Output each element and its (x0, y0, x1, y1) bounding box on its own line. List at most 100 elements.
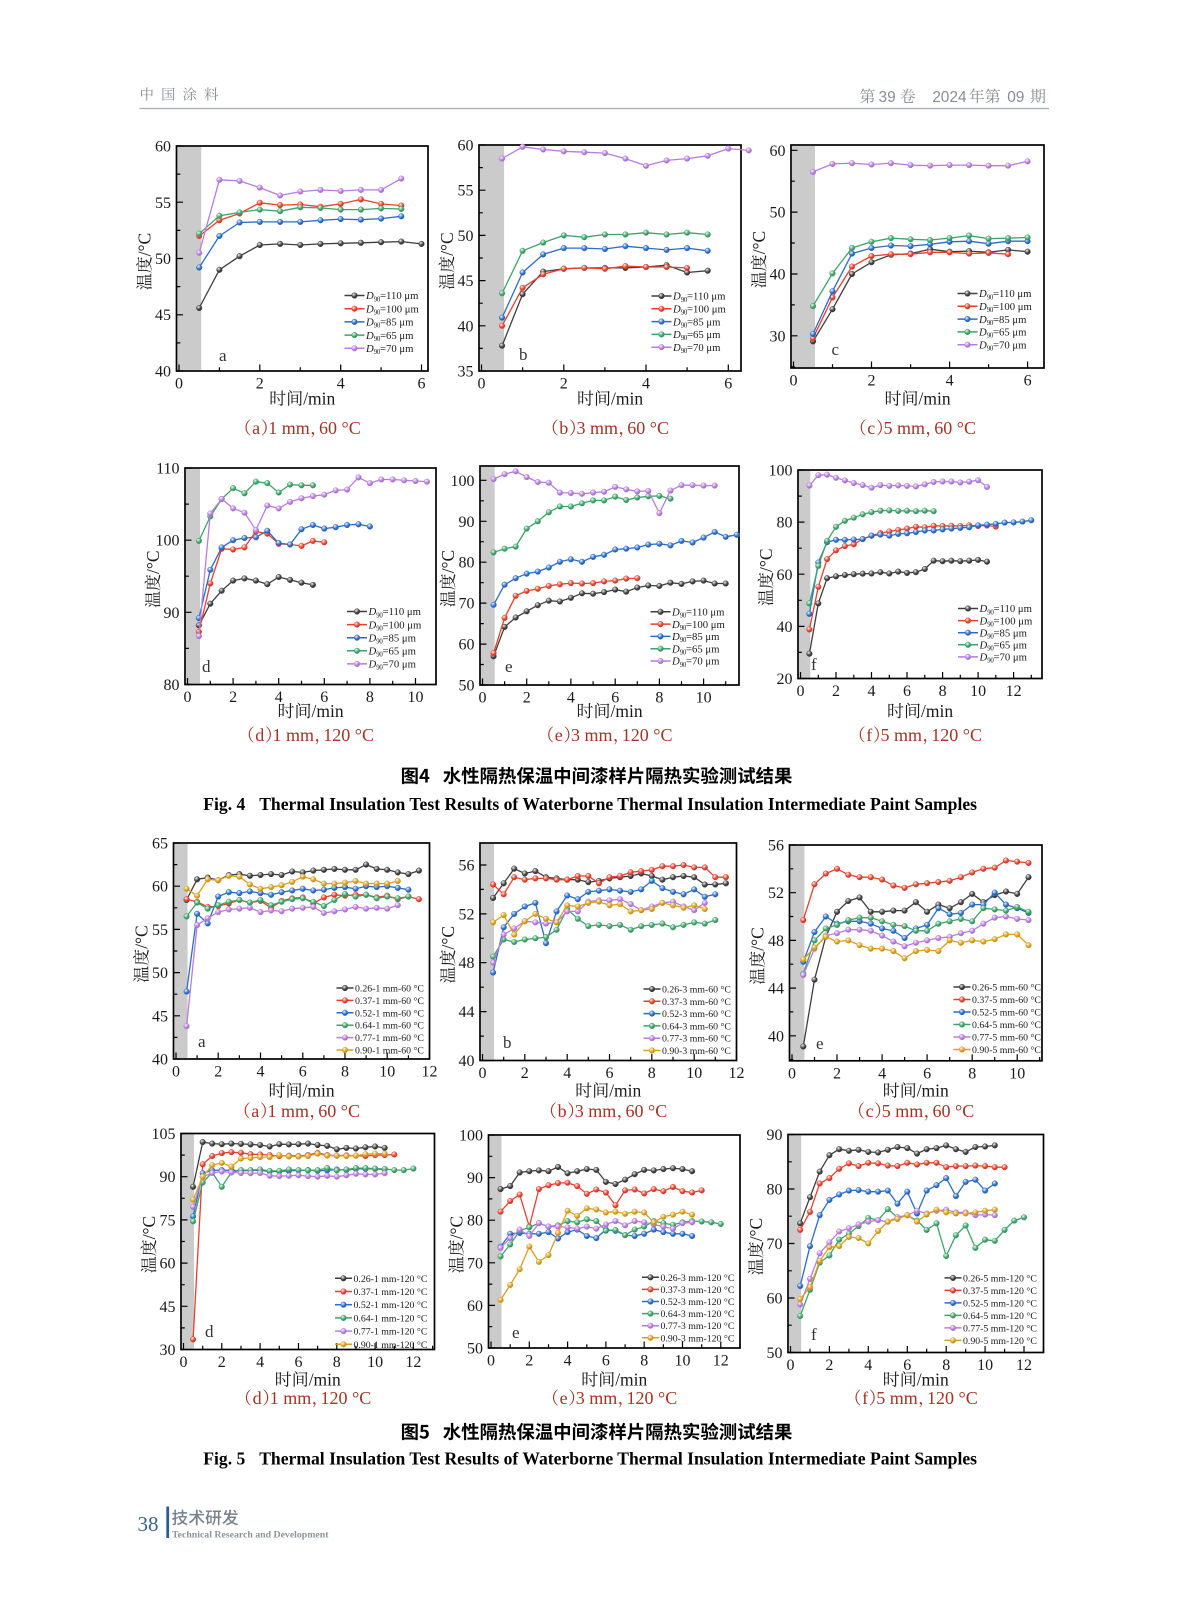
svg-text:40: 40 (770, 267, 786, 284)
svg-text:0: 0 (180, 1354, 188, 1371)
svg-text:60: 60 (770, 143, 786, 160)
svg-text:/°C: /°C (438, 926, 458, 950)
svg-text:D90=70 μm: D90=70 μm (368, 659, 417, 672)
svg-text:52: 52 (768, 885, 784, 902)
svg-text:80: 80 (777, 515, 793, 532)
svg-text:0: 0 (790, 373, 798, 390)
svg-text:8: 8 (942, 1357, 950, 1374)
svg-text:3 mm: 3 mm (575, 1101, 617, 1121)
svg-text:0.77-3 mm-120 °C: 0.77-3 mm-120 °C (661, 1321, 735, 1332)
svg-text:8: 8 (341, 1064, 349, 1081)
svg-text:50: 50 (767, 1345, 783, 1362)
svg-text:D90=100 μm: D90=100 μm (365, 303, 419, 316)
svg-text:0: 0 (797, 683, 805, 700)
svg-text:40: 40 (777, 619, 793, 636)
svg-text:b: b (503, 1033, 512, 1052)
svg-text:6: 6 (299, 1064, 307, 1081)
svg-text:10: 10 (379, 1064, 395, 1081)
svg-text:2024: 2024 (932, 89, 967, 106)
svg-text:1 mm: 1 mm (268, 418, 310, 438)
svg-text:0: 0 (172, 1064, 180, 1081)
svg-text:90: 90 (160, 1169, 176, 1186)
svg-text:8: 8 (648, 1065, 656, 1082)
svg-text:/min: /min (312, 701, 344, 721)
svg-text:c: c (866, 1101, 874, 1121)
svg-text:30: 30 (770, 328, 786, 345)
svg-text:8: 8 (655, 690, 663, 707)
svg-text:D90=65 μm: D90=65 μm (671, 643, 720, 656)
svg-text:D90=110 μm: D90=110 μm (979, 603, 1033, 616)
svg-text:4: 4 (337, 376, 345, 393)
svg-text:90: 90 (767, 1127, 783, 1144)
svg-text:40: 40 (155, 364, 171, 381)
svg-text:2: 2 (523, 690, 531, 707)
svg-text:Fig. 4: Fig. 4 (203, 794, 245, 814)
svg-text:/min: /min (303, 1081, 335, 1101)
svg-text:5 mm: 5 mm (884, 418, 926, 438)
svg-text:4: 4 (864, 1357, 872, 1374)
svg-text:0.64-5 mm-120 °C: 0.64-5 mm-120 °C (963, 1311, 1037, 1322)
svg-text:2: 2 (214, 1064, 222, 1081)
svg-text:100: 100 (156, 533, 180, 550)
svg-text:55: 55 (155, 195, 171, 212)
svg-text:60: 60 (458, 138, 474, 155)
svg-text:/°C: /°C (749, 231, 769, 255)
svg-text:D90=110 μm: D90=110 μm (672, 291, 726, 304)
svg-text:40: 40 (458, 318, 474, 335)
svg-text:6: 6 (923, 1065, 931, 1082)
svg-text:2: 2 (525, 1353, 533, 1370)
svg-text:D90=70 μm: D90=70 μm (365, 343, 414, 356)
svg-text:56: 56 (768, 838, 784, 855)
svg-text:5 mm: 5 mm (876, 1388, 918, 1408)
svg-text:70: 70 (459, 596, 475, 613)
svg-text:0.26-1 mm-120 °C: 0.26-1 mm-120 °C (354, 1274, 428, 1285)
svg-text:D90=65 μm: D90=65 μm (979, 640, 1028, 653)
svg-text:44: 44 (768, 981, 784, 998)
svg-text:e: e (560, 1388, 568, 1408)
svg-text:2: 2 (868, 373, 876, 390)
svg-text:0.90-1 mm-60 °C: 0.90-1 mm-60 °C (355, 1046, 424, 1057)
svg-text:0.26-3 mm-60 °C: 0.26-3 mm-60 °C (662, 985, 731, 996)
svg-text:D90=100 μm: D90=100 μm (368, 619, 422, 632)
svg-text:120 °C: 120 °C (321, 1388, 372, 1408)
svg-text:f: f (811, 655, 817, 674)
svg-text:D90=70 μm: D90=70 μm (671, 656, 720, 669)
svg-text:/min: /min (917, 1370, 949, 1390)
svg-text:2: 2 (229, 689, 237, 706)
svg-text:D90=100 μm: D90=100 μm (978, 301, 1032, 314)
svg-text:2: 2 (833, 1065, 841, 1082)
svg-text:60: 60 (160, 1256, 176, 1273)
svg-text:10: 10 (686, 1065, 702, 1082)
svg-text:60: 60 (152, 879, 168, 896)
svg-text:0.90-5 mm-120 °C: 0.90-5 mm-120 °C (963, 1336, 1037, 1347)
svg-text:50: 50 (458, 228, 474, 245)
svg-text:50: 50 (155, 251, 171, 268)
svg-text:0.52-1 mm-60 °C: 0.52-1 mm-60 °C (355, 1008, 424, 1019)
svg-text:12: 12 (1006, 683, 1022, 700)
svg-text:2: 2 (832, 683, 840, 700)
svg-text:0: 0 (479, 1065, 487, 1082)
svg-text:52: 52 (459, 906, 475, 923)
svg-text:45: 45 (160, 1299, 176, 1316)
svg-text:Thermal Insulation Test Result: Thermal Insulation Test Results of Water… (259, 1449, 977, 1469)
svg-text:60: 60 (777, 567, 793, 584)
svg-text:D90=85 μm: D90=85 μm (978, 314, 1027, 327)
svg-text:0.37-5 mm-60 °C: 0.37-5 mm-60 °C (972, 995, 1041, 1006)
svg-text:e: e (512, 1323, 520, 1342)
svg-text:60 °C: 60 °C (933, 1101, 975, 1121)
svg-text:60: 60 (459, 637, 475, 654)
svg-text:55: 55 (458, 183, 474, 200)
svg-text:a: a (251, 1101, 259, 1121)
svg-text:30: 30 (160, 1342, 176, 1359)
svg-text:D90=70 μm: D90=70 μm (978, 339, 1027, 352)
svg-text:120 °C: 120 °C (927, 1388, 978, 1408)
svg-text:0: 0 (787, 1357, 795, 1374)
svg-text:60 °C: 60 °C (626, 1101, 668, 1121)
svg-text:0.37-1 mm-60 °C: 0.37-1 mm-60 °C (355, 996, 424, 1007)
svg-text:0.37-3 mm-60 °C: 0.37-3 mm-60 °C (662, 997, 731, 1008)
svg-text:0.26-5 mm-60 °C: 0.26-5 mm-60 °C (972, 983, 1041, 994)
svg-text:120 °C: 120 °C (627, 1388, 678, 1408)
svg-text:80: 80 (459, 555, 475, 572)
svg-text:D90=110 μm: D90=110 μm (978, 288, 1032, 301)
svg-text:/min: /min (609, 1081, 641, 1101)
